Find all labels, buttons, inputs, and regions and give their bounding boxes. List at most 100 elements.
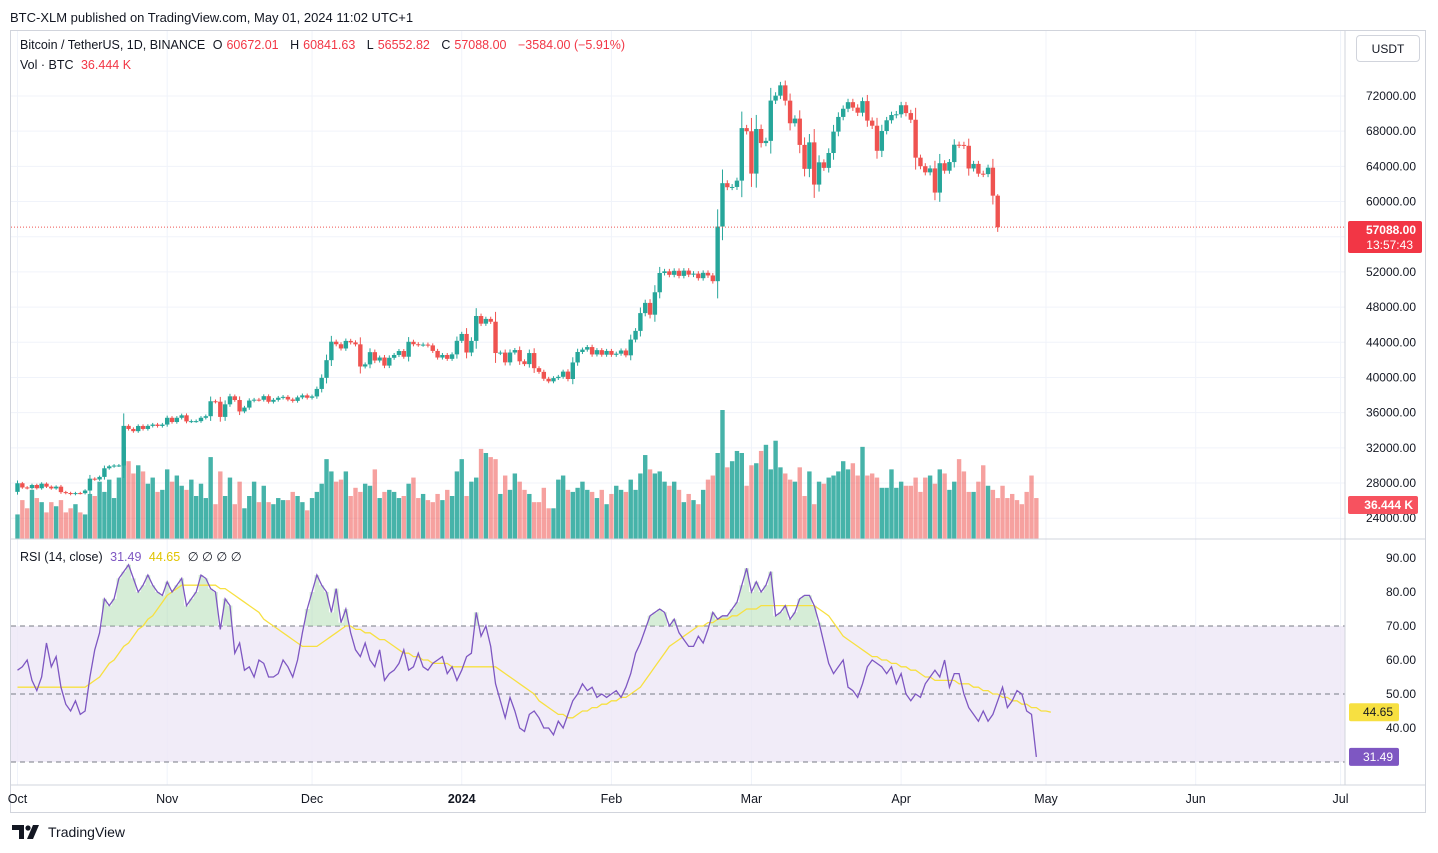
candle-body [865, 101, 870, 121]
volume-bar [531, 502, 537, 539]
volume-bar [947, 489, 952, 539]
low-value: 56552.82 [377, 38, 430, 52]
price-tick-label: 40000.00 [1366, 370, 1416, 384]
candle-body [87, 478, 93, 491]
candle-body [981, 173, 986, 175]
volume-bar [285, 500, 291, 539]
candle-body [420, 344, 426, 346]
price-tick-label: 68000.00 [1366, 124, 1416, 138]
volume-bar [58, 500, 64, 539]
candle-body [459, 333, 464, 341]
volume-bar [966, 491, 971, 539]
volume-bar [952, 481, 957, 539]
candle-body [411, 341, 416, 345]
candle-body [556, 376, 561, 379]
volume-bar [242, 508, 247, 539]
candle-body [966, 145, 971, 169]
volume-bar [189, 479, 194, 539]
volume-bar [329, 471, 334, 539]
time-tick-label: Dec [301, 792, 323, 806]
time-tick-label: Oct [8, 792, 28, 806]
candle-body [416, 344, 421, 346]
candle-body [652, 292, 658, 315]
volume-bar [1009, 493, 1015, 539]
volume-bar [391, 491, 397, 539]
volume-bar [845, 469, 851, 539]
volume-bar [831, 475, 836, 539]
volume-bar [290, 491, 295, 539]
volume-bar [305, 510, 310, 539]
candle-body [44, 483, 49, 487]
volume-bar [585, 489, 590, 539]
volume-label-box [1348, 496, 1418, 514]
chart-frame [10, 30, 1426, 813]
volume-bar [184, 489, 189, 539]
countdown-label: 13:57:43 [1366, 238, 1413, 252]
candle-body [290, 399, 295, 401]
currency-button[interactable]: USDT [1356, 35, 1420, 62]
candle-body [136, 425, 141, 432]
volume-bar [869, 473, 875, 539]
volume-bar [449, 496, 455, 539]
volume-bar [218, 471, 223, 539]
volume-bar [898, 481, 904, 539]
candle-body [107, 466, 112, 469]
volume-bar [894, 487, 899, 539]
volume-bar [937, 469, 942, 539]
candle-body [58, 486, 64, 493]
candle-body [406, 341, 411, 357]
candle-body [92, 478, 97, 480]
candle-body [812, 142, 817, 185]
candle-body [396, 351, 402, 355]
rsi-extra: ∅ ∅ ∅ ∅ [187, 550, 242, 564]
candle-body [140, 425, 146, 429]
candle-body [898, 105, 904, 115]
candle-body [305, 395, 310, 398]
candle-body [150, 424, 155, 426]
close-value: 57088.00 [454, 38, 507, 52]
volume-bar [367, 485, 373, 539]
volume-bar [237, 481, 242, 539]
volume-bar [198, 483, 204, 539]
volume-bar [338, 479, 344, 539]
rsi-tick-label: 90.00 [1386, 551, 1416, 565]
volume-bar [913, 477, 918, 539]
candle-body [116, 465, 122, 467]
candle-body [73, 493, 78, 495]
candle-body [256, 399, 262, 401]
candle-body [34, 484, 40, 489]
volume-bar [865, 475, 870, 539]
candle-body [329, 341, 334, 361]
candle-body [324, 360, 329, 378]
volume-bar [445, 489, 450, 539]
candle-body [836, 116, 841, 132]
volume-bar [121, 446, 126, 539]
candle-body [435, 350, 440, 358]
volume-bar [609, 493, 614, 539]
volume-bar [131, 473, 136, 539]
candle-body [111, 465, 117, 467]
candle-body [193, 421, 199, 423]
symbol-title[interactable]: Bitcoin / TetherUS, 1D, BINANCE [20, 38, 206, 52]
candle-body [797, 118, 802, 145]
rsi-ma-value: 44.65 [148, 550, 181, 564]
candle-body [131, 428, 136, 432]
volume-bar [169, 481, 175, 539]
volume-bar [754, 463, 759, 539]
time-tick-label: May [1034, 792, 1058, 806]
open-value: 60672.01 [226, 38, 279, 52]
candle-body [512, 350, 518, 353]
price-tick-label: 32000.00 [1366, 441, 1416, 455]
candle-body [218, 401, 223, 417]
candle-body [773, 95, 778, 101]
volume-bar [300, 502, 305, 539]
volume-bar [691, 500, 696, 539]
time-tick-label: Nov [156, 792, 179, 806]
volume-bar [502, 475, 508, 539]
candle-body [213, 401, 218, 403]
candle-body [918, 157, 923, 167]
candle-body [667, 271, 672, 275]
candle-body [179, 415, 184, 418]
